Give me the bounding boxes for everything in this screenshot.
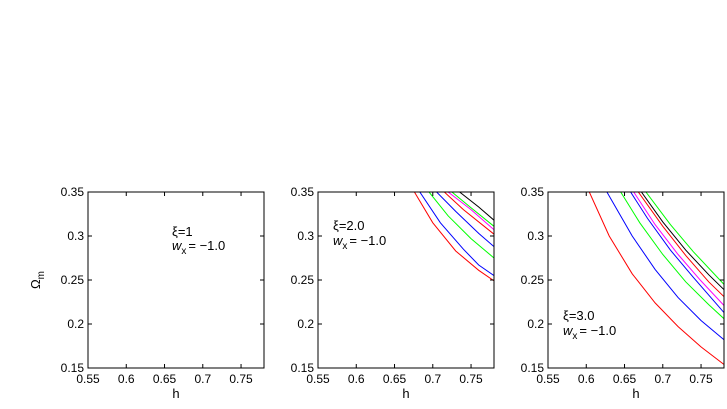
panel-2: 0.55 0.6 0.65 0.7 0.75 0.15 0.2 0.25 0.3 0.35 h ξ=2…	[291, 185, 495, 401]
annotation-w-value: = −1.0	[188, 238, 225, 253]
annotation-w: wx = −1.0	[172, 238, 225, 257]
annotation-xi: ξ=2.0	[333, 218, 364, 233]
series-line-4	[630, 192, 724, 313]
y-tick-label: 0.15	[291, 361, 315, 375]
series-line-2	[419, 192, 494, 277]
x-axis-label: h	[172, 386, 179, 401]
series-line-7	[640, 192, 724, 291]
series-line-4	[436, 192, 494, 247]
x-tick-label: 0.65	[383, 372, 407, 386]
y-tick-label: 0.35	[291, 185, 315, 199]
series-line-3	[428, 192, 494, 259]
series-line-8	[459, 192, 494, 221]
series-line-1	[413, 192, 494, 282]
annotation-xi: ξ=1	[172, 224, 193, 239]
y-tick-label: 0.2	[297, 317, 314, 331]
x-tick-label: 0.75	[459, 372, 483, 386]
series-line-6	[447, 192, 494, 231]
x-tick-label: 0.55	[536, 372, 560, 386]
series-group	[588, 192, 724, 365]
annotation-w: wx = −1.0	[333, 233, 386, 252]
y-axis-label: Ωm	[28, 271, 47, 289]
y-tick-label: 0.3	[67, 229, 84, 243]
y-tick-label: 0.2	[67, 317, 84, 331]
y-axis-label-sub: m	[36, 271, 47, 279]
x-tick-label: 0.55	[306, 372, 330, 386]
x-tick-label: 0.7	[424, 372, 441, 386]
series-group	[413, 192, 494, 282]
annotation-w-var: w	[333, 233, 344, 248]
series-line-3	[620, 192, 724, 320]
panel-1: 0.55 0.6 0.65 0.7 0.75 0.15 0.2 0.25 0.3 0.35 h Ωm ξ…	[28, 185, 265, 401]
y-tick-label: 0.15	[61, 361, 85, 375]
y-tick-label: 0.35	[521, 185, 545, 199]
annotation-w-value: = −1.0	[579, 323, 616, 338]
y-tick-label: 0.25	[521, 273, 545, 287]
annotation-w-var: w	[172, 238, 183, 253]
series-line-7	[451, 192, 494, 227]
series-line-5	[633, 192, 724, 306]
annotation-w: wx = −1.0	[563, 323, 616, 342]
y-axis-label-main: Ω	[28, 279, 43, 289]
x-tick-label: 0.7	[654, 372, 671, 386]
series-line-6	[637, 192, 724, 298]
annotation-w-var: w	[563, 323, 574, 338]
y-tick-label: 0.25	[291, 273, 315, 287]
x-axis-label: h	[632, 386, 639, 401]
x-tick-label: 0.75	[689, 372, 713, 386]
series-line-1	[588, 192, 724, 365]
y-tick-label: 0.2	[527, 317, 544, 331]
x-tick-label: 0.6	[578, 372, 595, 386]
x-tick-label: 0.6	[118, 372, 135, 386]
x-tick-label: 0.65	[153, 372, 177, 386]
x-tick-label: 0.65	[613, 372, 637, 386]
series-line-2	[606, 192, 724, 341]
x-axis-label: h	[402, 386, 409, 401]
x-tick-label: 0.6	[348, 372, 365, 386]
annotation-w-value: = −1.0	[349, 233, 386, 248]
series-line-5	[443, 192, 494, 235]
x-tick-label: 0.75	[229, 372, 253, 386]
annotation-w-sub: x	[342, 241, 347, 252]
y-tick-label: 0.3	[527, 229, 544, 243]
series-line-8	[645, 192, 724, 285]
y-tick-label: 0.15	[521, 361, 545, 375]
plot-frame	[87, 191, 265, 369]
y-tick-label: 0.25	[61, 273, 85, 287]
panel-3: 0.55 0.6 0.65 0.7 0.75 0.15 0.2 0.25 0.3 0.35 h ξ=3…	[521, 185, 725, 401]
annotation-xi: ξ=3.0	[563, 308, 594, 323]
annotation-w-sub: x	[181, 246, 186, 257]
x-tick-label: 0.7	[194, 372, 211, 386]
y-tick-label: 0.35	[61, 185, 85, 199]
annotation-w-sub: x	[572, 331, 577, 342]
y-tick-label: 0.3	[297, 229, 314, 243]
x-tick-label: 0.55	[76, 372, 100, 386]
